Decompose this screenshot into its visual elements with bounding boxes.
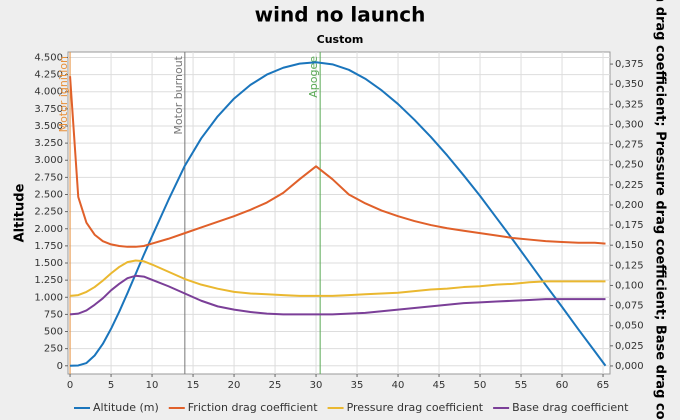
y-tick-label: 3.000 [34,155,63,166]
y2-tick-label: 0,175 [615,220,644,231]
y2-tick-label: 0,100 [615,280,644,291]
y-axis-title: Altitude [13,183,28,242]
x-tick-label: 55 [515,380,528,391]
y-tick-label: 4.000 [34,87,63,98]
y-tick-label: 1.750 [34,241,63,252]
y-tick-label: 500 [44,327,63,338]
plot-area [67,51,611,375]
event-label: Motor burnout [172,55,185,134]
event-label: Motor ignition [57,56,70,132]
x-tick-label: 10 [146,380,159,391]
y-tick-label: 2.500 [34,190,63,201]
legend-label: Altitude (m) [93,401,159,414]
chart-title: wind no launch [255,3,426,27]
y-tick-label: 1.500 [34,258,63,269]
series-line [70,61,607,367]
y2-tick-label: 0,150 [615,240,644,251]
y-tick-label: 2.000 [34,224,63,235]
y2-tick-label: 0,050 [615,321,644,332]
x-tick-label: 65 [597,380,610,391]
y-tick-label: 1.250 [34,275,63,286]
chart-subtitle: Custom [317,33,364,46]
y2-tick-label: 0,300 [615,119,644,130]
y2-tick-label: 0,275 [615,140,644,151]
y-tick-label: 3.500 [34,121,63,132]
x-tick-label: 0 [67,380,73,391]
y2-tick-label: 0,250 [615,160,644,171]
x-tick-label: 50 [474,380,487,391]
y2-tick-label: 0,125 [615,260,644,271]
y-tick-label: 4.500 [34,52,63,63]
y2-tick-label: 0,075 [615,301,644,312]
series-line [69,259,606,297]
y2-tick-label: 0,200 [615,200,644,211]
event-label: Apogee [307,56,320,98]
y-tick-label: 0 [57,361,63,372]
y-tick-label: 4.250 [34,70,63,81]
x-tick-label: 45 [433,380,446,391]
x-tick-label: 5 [108,380,114,391]
series-line [69,76,606,248]
x-tick-label: 60 [556,380,569,391]
series-line [69,274,606,316]
y-tick-label: 250 [44,344,63,355]
x-tick-label: 40 [392,380,405,391]
y-tick-label: 2.250 [34,207,63,218]
y-tick-label: 1.000 [34,292,63,303]
x-tick-label: 35 [351,380,364,391]
y-tick-label: 750 [44,309,63,320]
y2-axis-title: Friction drag coefficient; Pressure drag… [653,0,668,420]
y-tick-label: 3.750 [34,104,63,115]
y-tick-label: 2.750 [34,172,63,183]
x-tick-label: 20 [228,380,241,391]
y2-tick-label: 0,325 [615,99,644,110]
y-tick-label: 3.250 [34,138,63,149]
y2-tick-label: 0,025 [615,341,644,352]
x-tick-label: 15 [187,380,200,391]
y2-tick-label: 0,000 [615,361,644,372]
y2-tick-label: 0,350 [615,79,644,90]
legend-label: Base drag coefficient [512,401,629,414]
y2-tick-label: 0,375 [615,59,644,70]
x-tick-label: 30 [310,380,323,391]
legend-label: Pressure drag coefficient [347,401,484,414]
y2-tick-label: 0,225 [615,180,644,191]
x-tick-label: 25 [269,380,282,391]
legend-label: Friction drag coefficient [188,401,318,414]
